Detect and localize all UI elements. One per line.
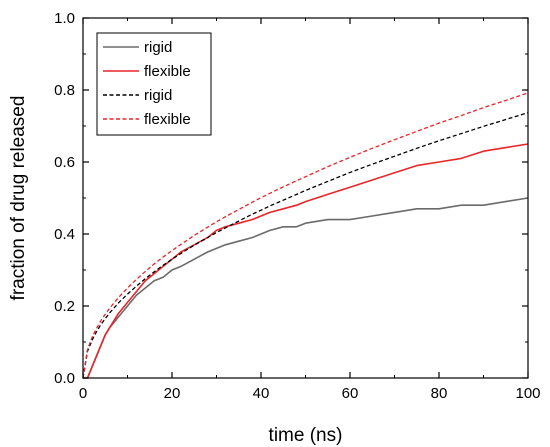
y-tick-label: 0.6	[54, 154, 75, 171]
axis-ticks: 0 20 40 60 80 100 0.0 0.2 0.4 0.6 0.8 1.0	[54, 10, 540, 402]
y-axis-title: fraction of drug released	[8, 96, 29, 301]
x-axis-title: time (ns)	[269, 425, 343, 446]
legend: rigid flexible rigid flexible	[96, 32, 212, 136]
y-tick-label: 0.8	[54, 82, 75, 99]
series-line-0-rigid-solid	[83, 197, 529, 379]
y-tick-label: 0.4	[54, 226, 75, 243]
y-tick-label: 1.0	[54, 10, 75, 27]
x-tick-label: 0	[79, 385, 87, 402]
series-line-3-flexible-dashed	[82, 92, 529, 379]
legend-label: rigid	[144, 87, 172, 104]
series-line-2-rigid-dashed	[82, 112, 529, 379]
legend-label: rigid	[144, 39, 172, 56]
y-tick-label: 0.2	[54, 298, 75, 315]
legend-label: flexible	[144, 63, 191, 80]
legend-box	[96, 32, 212, 136]
series-layer	[82, 92, 529, 379]
series-line-1-flexible-solid	[83, 143, 529, 379]
x-tick-label: 80	[431, 385, 448, 402]
x-tick-label: 100	[515, 385, 540, 402]
y-tick-label: 0.0	[54, 370, 75, 387]
x-tick-label: 20	[164, 385, 181, 402]
x-tick-label: 60	[342, 385, 359, 402]
legend-label: flexible	[144, 111, 191, 128]
plot-frame	[82, 17, 529, 379]
x-tick-label: 40	[253, 385, 270, 402]
